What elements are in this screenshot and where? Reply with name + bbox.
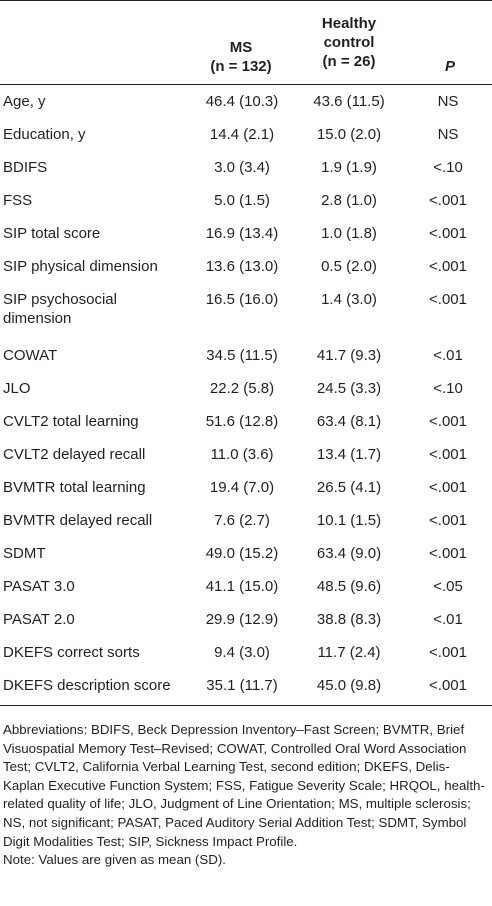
column-header-hc-line2: control — [323, 34, 375, 51]
row-label: DKEFS description score — [3, 677, 171, 694]
p-value: <.001 — [429, 446, 467, 463]
ms-value: 7.6 (2.7) — [214, 512, 270, 529]
ms-value: 34.5 (11.5) — [206, 347, 278, 364]
row-label: FSS — [3, 192, 33, 209]
healthy-control-value: 41.7 (9.3) — [316, 347, 382, 364]
row-label: Education, y — [3, 126, 86, 143]
healthy-control-value: 10.1 (1.5) — [316, 512, 382, 529]
row-label: COWAT — [3, 347, 58, 364]
ms-value: 51.6 (12.8) — [205, 413, 279, 430]
healthy-control-value: 26.5 (4.1) — [316, 479, 382, 496]
row-label: BVMTR delayed recall — [3, 512, 153, 529]
healthy-control-value: 63.4 (9.0) — [316, 545, 382, 562]
values-note: Note: Values are given as mean (SD). — [3, 852, 226, 868]
healthy-control-value: 1.4 (3.0) — [321, 291, 377, 308]
healthy-control-value: 38.8 (8.3) — [316, 611, 382, 628]
column-header-p: P — [425, 57, 475, 76]
row-label: DKEFS correct sorts — [3, 644, 140, 661]
ms-value: 11.0 (3.6) — [210, 446, 274, 463]
ms-value: 9.4 (3.0) — [214, 644, 270, 661]
healthy-control-value: 1.9 (1.9) — [321, 159, 377, 176]
row-label: SIP psychosocial dimension — [3, 291, 117, 327]
p-value: <.001 — [429, 545, 467, 562]
p-value: <.01 — [433, 347, 463, 364]
p-value: <.001 — [429, 644, 467, 661]
healthy-control-value: 11.7 (2.4) — [317, 644, 381, 661]
ms-value: 16.9 (13.4) — [205, 225, 279, 242]
healthy-control-value: 13.4 (1.7) — [316, 446, 382, 463]
column-header-healthy-control: Healthy control (n = 26) — [298, 14, 400, 71]
row-label: JLO — [3, 380, 31, 397]
p-value: <.001 — [429, 677, 467, 694]
healthy-control-value: 48.5 (9.6) — [316, 578, 382, 595]
p-value: <.001 — [429, 291, 467, 308]
p-value: <.001 — [429, 512, 467, 529]
p-value: <.001 — [429, 258, 467, 275]
table-top-rule — [0, 0, 492, 1]
column-header-p-label: P — [444, 58, 455, 75]
healthy-control-value: 2.8 (1.0) — [321, 192, 377, 209]
p-value: NS — [437, 93, 459, 110]
row-label: PASAT 2.0 — [3, 611, 75, 628]
table-header-rule — [0, 84, 492, 85]
ms-value: 22.2 (5.8) — [209, 380, 275, 397]
p-value: <.001 — [429, 479, 467, 496]
ms-value: 13.6 (13.0) — [205, 258, 279, 275]
p-value: <.001 — [429, 225, 467, 242]
ms-value: 41.1 (15.0) — [205, 578, 279, 595]
ms-value: 46.4 (10.3) — [205, 93, 279, 110]
column-header-hc-line3: (n = 26) — [322, 53, 376, 70]
healthy-control-value: 45.0 (9.8) — [316, 677, 382, 694]
row-label: SIP physical dimension — [3, 258, 158, 275]
p-value: <.001 — [429, 413, 467, 430]
table-bottom-rule — [0, 705, 492, 706]
column-header-ms: MS (n = 132) — [196, 38, 286, 76]
row-label: SDMT — [3, 545, 46, 562]
p-value: NS — [437, 126, 459, 143]
row-label: Age, y — [3, 93, 46, 110]
row-label: CVLT2 delayed recall — [3, 446, 146, 463]
ms-value: 5.0 (1.5) — [214, 192, 270, 209]
p-value: <.01 — [433, 611, 463, 628]
ms-value: 29.9 (12.9) — [205, 611, 279, 628]
row-label: PASAT 3.0 — [3, 578, 75, 595]
healthy-control-value: 24.5 (3.3) — [316, 380, 382, 397]
row-label: SIP total score — [3, 225, 101, 242]
table-footnote: Abbreviations: BDIFS, Beck Depression In… — [3, 721, 489, 870]
row-label: BVMTR total learning — [3, 479, 146, 496]
row-label: CVLT2 total learning — [3, 413, 139, 430]
p-value: <.05 — [433, 578, 463, 595]
healthy-control-value: 63.4 (8.1) — [316, 413, 382, 430]
ms-value: 16.5 (16.0) — [205, 291, 279, 308]
healthy-control-value: 15.0 (2.0) — [316, 126, 382, 143]
ms-value: 19.4 (7.0) — [209, 479, 275, 496]
p-value: <.10 — [433, 159, 463, 176]
ms-value: 35.1 (11.7) — [206, 677, 278, 694]
healthy-control-value: 0.5 (2.0) — [321, 258, 377, 275]
row-label: BDIFS — [3, 159, 48, 176]
ms-value: 49.0 (15.2) — [205, 545, 279, 562]
ms-value: 14.4 (2.1) — [209, 126, 275, 143]
healthy-control-value: 1.0 (1.8) — [321, 225, 377, 242]
abbreviations-note: Abbreviations: BDIFS, Beck Depression In… — [3, 722, 485, 849]
column-header-ms-line2: (n = 132) — [210, 58, 272, 75]
column-header-ms-line1: MS — [229, 39, 253, 56]
column-header-hc-line1: Healthy — [321, 15, 377, 32]
ms-value: 3.0 (3.4) — [214, 159, 270, 176]
healthy-control-value: 43.6 (11.5) — [313, 93, 385, 110]
p-value: <.001 — [429, 192, 467, 209]
p-value: <.10 — [433, 380, 463, 397]
